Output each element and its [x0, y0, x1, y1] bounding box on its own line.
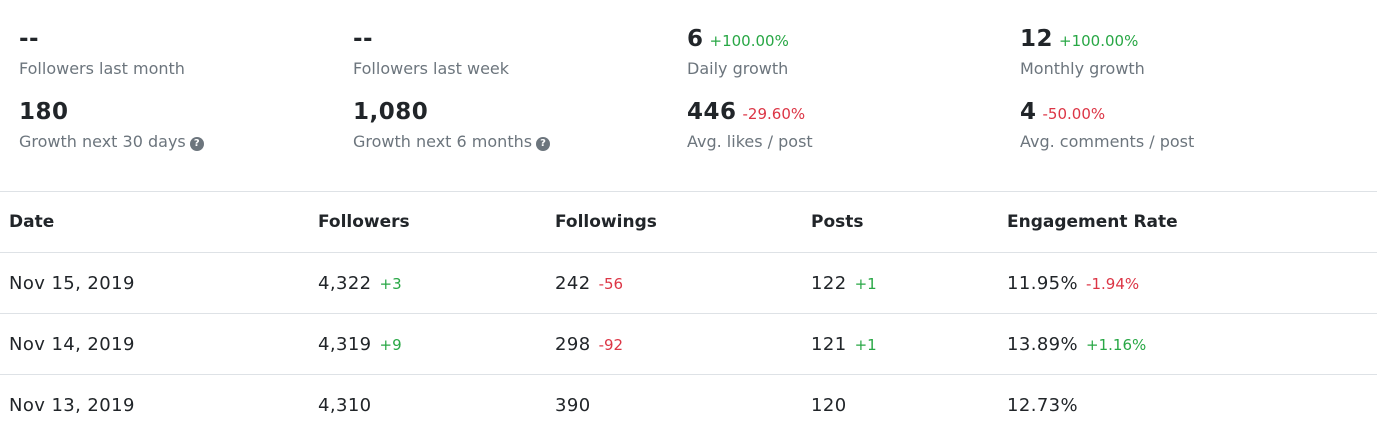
stat-change: +100.00%	[710, 32, 789, 50]
stat-label: Daily growth	[687, 57, 789, 81]
cell-date: Nov 14, 2019	[0, 314, 309, 375]
help-icon[interactable]: ?	[536, 137, 550, 151]
cell-followings: 242 -56	[546, 253, 802, 314]
cell-delta: +9	[380, 336, 402, 354]
cell-delta: +1	[855, 275, 877, 293]
cell-value: 11.95%	[1007, 273, 1078, 294]
cell-followers: 4,322 +3	[309, 253, 546, 314]
stat-value: --	[353, 26, 373, 52]
cell-followings: 298 -92	[546, 314, 802, 375]
table-header-row: Date Followers Followings Posts Engageme…	[0, 192, 1377, 253]
table-row: Nov 13, 2019 4,310 390 120 12.73%	[0, 375, 1377, 435]
stat-label: Growth next 6 months	[353, 132, 532, 151]
cell-date: Nov 13, 2019	[0, 375, 309, 435]
stat-avg-comments-per-post: 4 -50.00% Avg. comments / post	[1020, 94, 1194, 154]
cell-value: 4,319	[318, 334, 372, 355]
stats-panel: -- Followers last month -- Followers las…	[0, 0, 1377, 190]
column-header-posts: Posts	[802, 192, 998, 253]
cell-posts: 120	[802, 375, 998, 435]
cell-engagement-rate: 11.95% -1.94%	[998, 253, 1377, 314]
cell-delta: -56	[599, 275, 624, 293]
cell-engagement-rate: 13.89% +1.16%	[998, 314, 1377, 375]
help-icon[interactable]: ?	[190, 137, 204, 151]
stat-label: Avg. comments / post	[1020, 130, 1194, 154]
cell-engagement-rate: 12.73%	[998, 375, 1377, 435]
stats-table: Date Followers Followings Posts Engageme…	[0, 192, 1377, 435]
stat-label: Avg. likes / post	[687, 130, 813, 154]
column-header-followings: Followings	[546, 192, 802, 253]
stat-value: 12	[1020, 26, 1053, 52]
cell-value: 120	[811, 395, 847, 416]
cell-delta: -92	[599, 336, 624, 354]
stat-change: -50.00%	[1043, 105, 1106, 123]
stat-avg-likes-per-post: 446 -29.60% Avg. likes / post	[687, 94, 813, 154]
cell-delta: +1	[855, 336, 877, 354]
cell-followings: 390	[546, 375, 802, 435]
cell-value: 242	[555, 273, 591, 294]
stat-value: 446	[687, 99, 737, 125]
column-header-followers: Followers	[309, 192, 546, 253]
cell-value: 4,322	[318, 273, 372, 294]
cell-value: 390	[555, 395, 591, 416]
stat-change: -29.60%	[743, 105, 806, 123]
cell-value: 4,310	[318, 395, 372, 416]
stat-value: 1,080	[353, 99, 428, 125]
cell-followers: 4,319 +9	[309, 314, 546, 375]
stat-growth-next-30-days: 180 Growth next 30 days?	[19, 94, 204, 154]
cell-delta: +3	[380, 275, 402, 293]
cell-delta: -1.94%	[1086, 275, 1139, 293]
column-header-engagement-rate: Engagement Rate	[998, 192, 1377, 253]
stat-followers-last-week: -- Followers last week	[353, 21, 509, 81]
cell-value: 122	[811, 273, 847, 294]
stat-value: 180	[19, 99, 69, 125]
table-row: Nov 14, 2019 4,319 +9 298 -92 121 +1 13.89%…	[0, 314, 1377, 375]
stat-monthly-growth: 12 +100.00% Monthly growth	[1020, 21, 1145, 81]
stat-value: --	[19, 26, 39, 52]
cell-value: 12.73%	[1007, 395, 1078, 416]
cell-value: 121	[811, 334, 847, 355]
stat-followers-last-month: -- Followers last month	[19, 21, 185, 81]
stat-label: Followers last week	[353, 57, 509, 81]
stat-daily-growth: 6 +100.00% Daily growth	[687, 21, 789, 81]
stat-value: 6	[687, 26, 704, 52]
cell-delta: +1.16%	[1086, 336, 1146, 354]
stat-label: Followers last month	[19, 57, 185, 81]
stat-change: +100.00%	[1059, 32, 1138, 50]
stat-growth-next-6-months: 1,080 Growth next 6 months?	[353, 94, 550, 154]
cell-value: 13.89%	[1007, 334, 1078, 355]
cell-value: 298	[555, 334, 591, 355]
column-header-date: Date	[0, 192, 309, 253]
stat-value: 4	[1020, 99, 1037, 125]
table-row: Nov 15, 2019 4,322 +3 242 -56 122 +1 11.95%…	[0, 253, 1377, 314]
stat-label: Growth next 30 days	[19, 132, 186, 151]
cell-posts: 121 +1	[802, 314, 998, 375]
stat-label: Monthly growth	[1020, 57, 1145, 81]
cell-followers: 4,310	[309, 375, 546, 435]
cell-posts: 122 +1	[802, 253, 998, 314]
cell-date: Nov 15, 2019	[0, 253, 309, 314]
